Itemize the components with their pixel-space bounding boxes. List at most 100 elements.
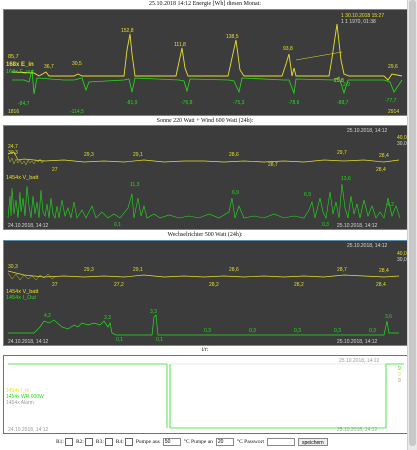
inverter-right-top-value: 40,0 (397, 251, 407, 257)
solar-green-value-6: 0,3 (322, 222, 329, 228)
ir-bottom-left-time: 24.10.2018, 14:12 (8, 427, 49, 433)
control-bar: R1: R2: R3: R4: Pumpe aus °C Pumpe an °C… (0, 436, 410, 448)
energy-trough-6: -78,6 (288, 100, 300, 106)
inverter-green-value-7: 0,3 (334, 328, 341, 334)
inverter-chart-svg: 25.10.2018, 14:12 40,0 30,0 30,3 29,3 29… (6, 243, 407, 345)
vertical-scrollbar[interactable] (407, 0, 417, 450)
energy-left-label-1: 85,7 (8, 54, 19, 60)
energy-peak-6: 2,9 (343, 82, 350, 88)
energy-trough-4: -76,8 (181, 100, 193, 106)
pump-off-label: Pumpe aus (135, 439, 160, 445)
solar-yellow-low-1: 27 (52, 167, 58, 173)
solar-wind-chart-panel: 25.10.2018, 14:12 40,0 30,0 24,7 30,3 29… (3, 125, 410, 230)
relay-1-checkbox[interactable] (64, 438, 73, 446)
energy-trough-3: -81,9 (126, 100, 138, 106)
inverter-green-value-6: 0,3 (294, 328, 301, 334)
inverter-green-value-8: 0,3 (369, 328, 376, 334)
relay-2-control: R2: (76, 438, 93, 446)
energy-bottom-left: 1816 (8, 109, 19, 115)
relay-4-control: R4: (116, 438, 133, 446)
password-label: °C Passwort (236, 439, 265, 445)
energy-peak-7: 29,6 (388, 64, 398, 70)
energy-top-right-1: 1 30.10.2018 15:27 (341, 13, 384, 19)
inverter-yellow-value-2: 29,3 (84, 267, 94, 273)
ir-chart-svg: 25.10.2018, 14:12 1454x I_In 1454x WR 60… (6, 358, 404, 433)
energy-chart-title: 25.10.2018 14:12 Energie [Wh] diesen Mon… (148, 1, 262, 7)
energy-chart-panel: 1 30.10.2018 15:27 1 1 1970, 01:38 85,7 … (3, 9, 410, 116)
inverter-yellow-noise (7, 272, 57, 281)
relay-1-control: R1: (56, 438, 73, 446)
energy-chart-svg: 1 30.10.2018 15:27 1 1 1970, 01:38 85,7 … (6, 13, 403, 115)
solar-green-value-1: 11,3 (130, 182, 140, 188)
energy-trough-8: -77,7 (385, 98, 397, 104)
solar-green-series (7, 183, 401, 219)
solar-wind-chart-title: Sonne 220 Watt + Wind 600 Watt (24h): (156, 118, 254, 124)
energy-trough-1: -84,7 (18, 101, 30, 107)
energy-peak-1: 30,5 (72, 61, 82, 67)
inverter-green-small-1: 0,1 (116, 337, 123, 343)
inverter-yellow-low-5: 28,4 (376, 282, 386, 288)
solar-wind-chart-svg: 25.10.2018, 14:12 40,0 30,0 24,7 30,3 29… (6, 128, 407, 229)
solar-yellow-value-4: 29,1 (133, 152, 143, 158)
inverter-green-value-3: 3,3 (150, 309, 157, 315)
inverter-yellow-value-4: 28,6 (229, 267, 239, 273)
scrollbar-thumb[interactable] (409, 0, 416, 446)
inverter-green-value-1: 4,2 (44, 313, 51, 319)
inverter-green-value-5: 0,3 (249, 328, 256, 334)
energy-peak-9: 25,8 (334, 78, 344, 84)
inverter-green-small-2: 0,1 (156, 337, 163, 343)
relay-4-label: R4: (115, 439, 124, 445)
solar-green-value-4: 6,9 (304, 192, 311, 198)
save-button[interactable]: speichern (298, 438, 328, 446)
solar-green-value-3: 13,6 (341, 176, 351, 182)
inverter-yellow-low-4: 28,2 (294, 282, 304, 288)
pump-on-temperature-input[interactable] (215, 438, 234, 446)
ir-chart-title: i/r: (201, 347, 209, 353)
ir-right-value-3: 9 (398, 378, 401, 384)
solar-yellow-value-7: 29,7 (337, 150, 347, 156)
inverter-yellow-low-3: 28,2 (209, 282, 219, 288)
ir-top-right: 25.10.2018, 14:12 (339, 358, 380, 364)
energy-trough-5: -75,3 (233, 100, 245, 106)
relay-2-checkbox[interactable] (84, 438, 93, 446)
solar-yellow-value-1: 24,7 (8, 144, 18, 150)
solar-green-value-2: 6,9 (232, 190, 239, 196)
relay-4-checkbox[interactable] (124, 438, 133, 446)
solar-yellow-value-2: 30,3 (8, 150, 18, 156)
energy-left-label-2: 168x E_in (6, 62, 34, 68)
energy-peak-8: 36,7 (44, 64, 54, 70)
relay-2-label: R2: (75, 439, 84, 445)
energy-bottom-right: 2914 (388, 109, 399, 115)
inverter-series-label-2: 1454x I_Out (6, 295, 36, 301)
solar-green-value-7: 0,1 (114, 222, 121, 228)
relay-3-label: R3: (95, 439, 104, 445)
energy-left-label-3: 168x E_out (6, 69, 34, 75)
energy-trough-7: -88,7 (337, 100, 349, 106)
energy-peak-5: 93,8 (283, 46, 293, 52)
solar-series-label: 1454x V_batt (6, 175, 39, 181)
solar-bottom-right-time: 25.10.2018, 14:12 (337, 223, 378, 229)
inverter-green-value-4: 0,3 (204, 328, 211, 334)
energy-peak-4: 138,5 (226, 34, 239, 40)
inverter-yellow-value-1: 30,3 (8, 264, 18, 270)
energy-peak-3: 111,8 (174, 42, 186, 48)
inverter-yellow-value-6: 28,4 (379, 268, 389, 274)
ir-legend-3: 1454x Alarm (6, 400, 34, 406)
inverter-right-second-value: 30,0 (397, 257, 407, 263)
solar-yellow-value-3: 29,3 (84, 152, 94, 158)
inverter-yellow-series (7, 270, 400, 278)
inverter-yellow-value-3: 29,1 (133, 267, 143, 273)
solar-yellow-value-6: 28,7 (268, 162, 278, 168)
inverter-series-label-1: 1454x V_batt (6, 289, 39, 295)
solar-yellow-value-5: 28,6 (229, 152, 239, 158)
relay-3-control: R3: (96, 438, 113, 446)
relay-3-checkbox[interactable] (104, 438, 113, 446)
solar-yellow-series (7, 151, 400, 163)
password-input[interactable] (267, 438, 296, 446)
solar-yellow-low-2: 28,4 (376, 167, 386, 173)
solar-right-top-value: 40,0 (397, 135, 407, 141)
solar-green-value-5: 4,2 (387, 202, 394, 208)
inverter-yellow-low-1: 27 (52, 282, 58, 288)
inverter-green-value-9: 3,6 (385, 314, 392, 320)
pump-off-temperature-input[interactable] (162, 438, 181, 446)
